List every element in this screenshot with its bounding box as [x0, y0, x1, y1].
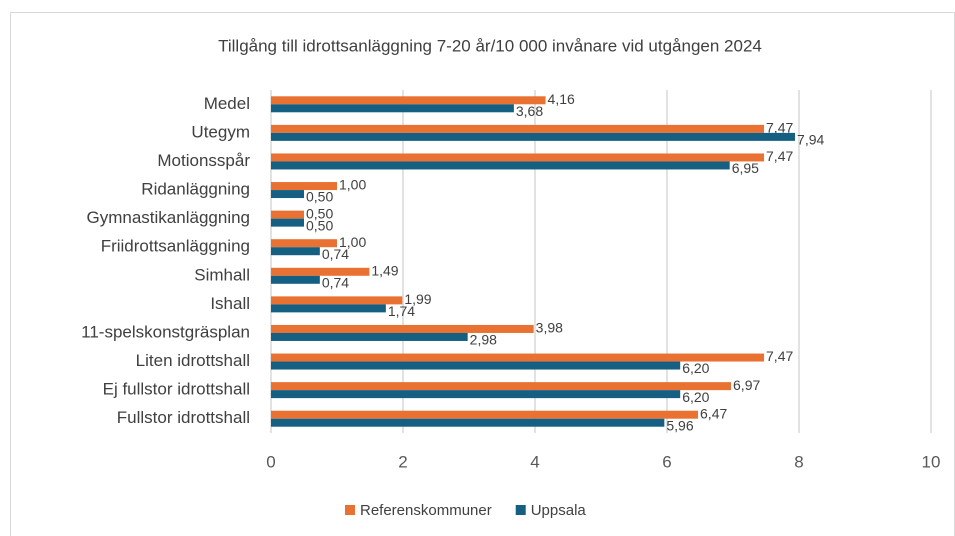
value-label: 7,94: [797, 132, 824, 148]
value-label: 4,16: [548, 91, 575, 107]
bar: [271, 218, 304, 227]
value-label: 6,97: [733, 377, 760, 393]
value-label: 7,47: [766, 348, 793, 364]
legend-swatch: [515, 505, 526, 515]
bar: [271, 247, 320, 256]
y-tick-label: Motionsspår: [157, 151, 250, 170]
bar: [271, 190, 304, 199]
bar: [271, 275, 320, 284]
bar: [271, 153, 765, 162]
bar: [271, 124, 765, 133]
value-label: 0,74: [322, 246, 349, 262]
bar: [271, 296, 403, 305]
x-tick-label: 2: [398, 452, 407, 471]
y-tick-label: 11-spelskonstgräsplan: [81, 322, 250, 341]
bar: [271, 361, 681, 370]
bar: [271, 390, 681, 399]
value-label: 6,20: [682, 360, 709, 376]
x-tick-label: 0: [266, 452, 275, 471]
value-label: 5,96: [666, 417, 693, 433]
bar: [271, 161, 730, 170]
bar: [271, 210, 304, 219]
bar: [271, 182, 337, 191]
value-label: 0,50: [306, 205, 333, 221]
bar: [271, 132, 796, 141]
value-label: 0,74: [322, 274, 349, 290]
legend-swatch: [345, 505, 355, 515]
y-tick-label: Gymnastikanläggning: [87, 208, 250, 227]
y-tick-label: Ej fullstor idrottshall: [103, 380, 250, 399]
value-label: 1,00: [339, 177, 366, 193]
value-label: 2,98: [470, 332, 497, 348]
y-tick-label: Fullstor idrottshall: [117, 408, 250, 427]
y-tick-label: Ishall: [210, 294, 250, 313]
value-label: 6,20: [682, 389, 709, 405]
value-label: 7,47: [766, 120, 793, 136]
bar: [271, 96, 546, 105]
legend-label: Uppsala: [531, 502, 587, 519]
bar: [271, 353, 765, 362]
value-label: 7,47: [766, 148, 793, 164]
y-tick-label: Friidrottsanläggning: [101, 237, 250, 256]
value-label: 0,50: [306, 189, 333, 205]
value-label: 3,98: [536, 320, 563, 336]
value-label: 1,49: [371, 262, 398, 278]
value-label: 3,68: [516, 103, 543, 119]
x-tick-label: 6: [662, 452, 671, 471]
bar: [271, 267, 370, 276]
value-label: 1,74: [388, 303, 415, 319]
value-label: 0,50: [306, 217, 333, 233]
y-tick-label: Ridanläggning: [141, 180, 250, 199]
bar: [271, 332, 468, 341]
bar: [271, 382, 732, 391]
value-label: 1,00: [339, 234, 366, 250]
bar: [271, 418, 665, 427]
y-tick-label: Liten idrottshall: [136, 351, 250, 370]
chart-title: Tillgång till idrottsanläggning 7-20 år/…: [218, 36, 762, 55]
bar: [271, 239, 337, 248]
x-tick-label: 8: [794, 452, 803, 471]
legend-label: Referenskommuner: [360, 502, 492, 519]
y-tick-label: Utegym: [191, 122, 250, 141]
value-label: 1,99: [404, 291, 431, 307]
value-label: 6,95: [732, 160, 759, 176]
bar: [271, 324, 534, 333]
bar: [271, 104, 514, 113]
value-label: 6,47: [700, 405, 727, 421]
x-tick-label: 4: [530, 452, 539, 471]
bar: [271, 410, 699, 419]
bar: [271, 304, 386, 313]
x-tick-label: 10: [922, 452, 941, 471]
y-tick-label: Medel: [204, 94, 250, 113]
chart-frame: [10, 12, 955, 536]
y-tick-label: Simhall: [194, 265, 250, 284]
